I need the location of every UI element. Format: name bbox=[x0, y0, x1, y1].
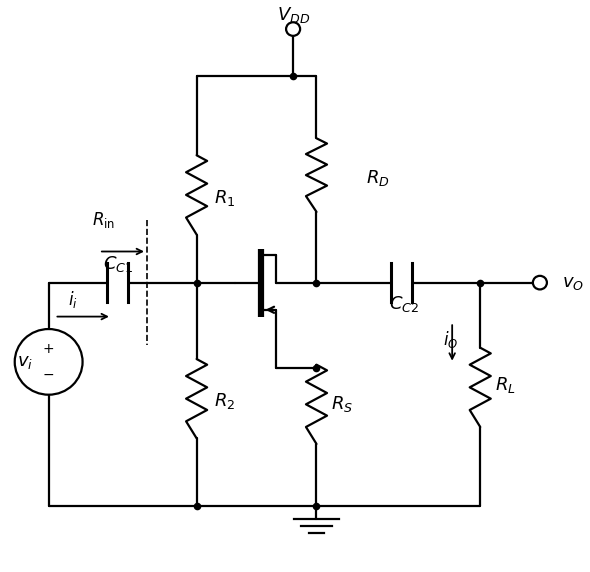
Text: $R_2$: $R_2$ bbox=[214, 391, 235, 411]
Text: $C_{C1}$: $C_{C1}$ bbox=[103, 255, 133, 275]
Text: +: + bbox=[43, 343, 54, 356]
Text: −: − bbox=[43, 367, 54, 382]
Text: $R_1$: $R_1$ bbox=[214, 188, 235, 208]
Text: $R_L$: $R_L$ bbox=[495, 375, 516, 395]
Text: $R_{\mathrm{in}}$: $R_{\mathrm{in}}$ bbox=[91, 210, 114, 231]
Text: $R_D$: $R_D$ bbox=[366, 168, 390, 188]
Text: $v_O$: $v_O$ bbox=[562, 273, 584, 292]
Text: $C_{C2}$: $C_{C2}$ bbox=[389, 294, 419, 314]
Text: $V_{DD}$: $V_{DD}$ bbox=[277, 5, 310, 25]
Text: $i_O$: $i_O$ bbox=[442, 329, 458, 349]
Text: $i_i$: $i_i$ bbox=[68, 289, 78, 311]
Text: $v_i$: $v_i$ bbox=[17, 353, 33, 371]
Text: $R_S$: $R_S$ bbox=[331, 394, 353, 414]
